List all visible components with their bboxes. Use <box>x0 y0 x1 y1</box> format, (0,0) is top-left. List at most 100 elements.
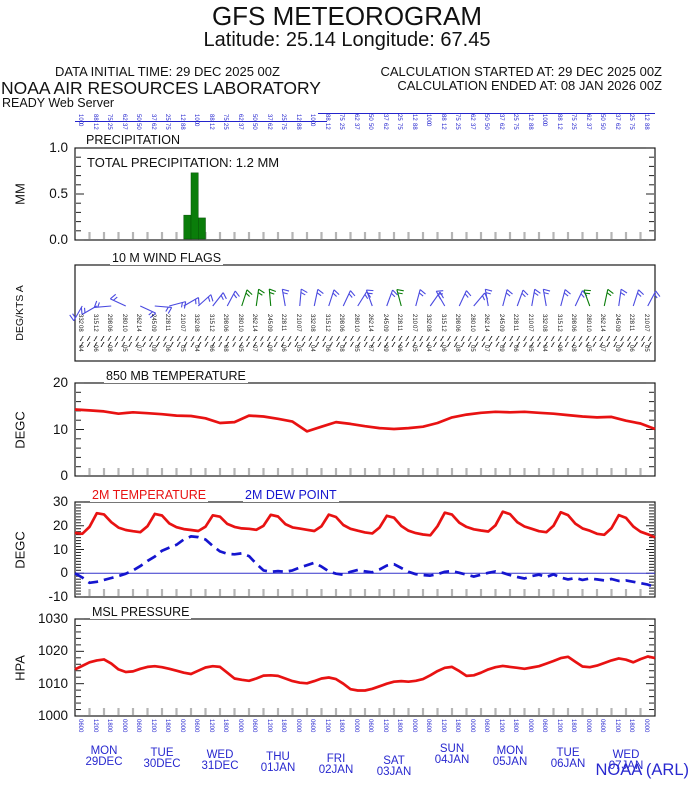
wind-barb <box>583 289 591 307</box>
rotated-timestep-label: 50 <box>367 114 373 121</box>
rotated-timestep-label: 62 <box>352 114 359 121</box>
t850-panel-title: 850 MB TEMPERATURE <box>104 369 248 383</box>
day-date: 06JAN <box>550 758 586 770</box>
rotated-timestep-label: 280 <box>584 314 591 325</box>
rotated-timestep-label: 0 <box>193 123 199 127</box>
rotated-timestep-label: 0600 <box>251 719 257 733</box>
rotated-timestep-label: 298 <box>454 314 460 325</box>
rotated-timestep-label: 1200 <box>265 719 272 733</box>
wind-barb <box>386 289 398 307</box>
rotated-timestep-label: 75 <box>222 114 228 121</box>
rotated-timestep-label: 0000 <box>526 719 533 733</box>
wind-barb <box>281 288 290 307</box>
t850-series-red <box>74 408 656 433</box>
rotated-timestep-label: 08 <box>425 325 431 332</box>
rotated-timestep-label: 12 <box>323 325 330 332</box>
rotated-timestep-label: 1200 <box>439 719 446 733</box>
wind-barb <box>226 290 240 307</box>
rotated-timestep-label: 12 <box>207 123 214 130</box>
rotated-timestep-label: 62 <box>265 123 272 130</box>
rotated-timestep-label: 37 <box>352 123 359 130</box>
rotated-timestep-label: 10 <box>468 325 475 332</box>
rotated-timestep-label: 245 <box>613 314 620 325</box>
rotated-timestep-label: 50 <box>135 114 141 121</box>
rotated-timestep-label: 08 <box>570 345 576 352</box>
rotated-timestep-label: 315 <box>555 314 562 325</box>
t2m-y-tick-label: 30 <box>52 494 68 509</box>
rotated-timestep-label: 0000 <box>642 719 649 733</box>
wind-barb <box>69 305 83 322</box>
rotated-timestep-label: 298 <box>222 314 228 325</box>
rotated-timestep-label: 280 <box>352 314 359 325</box>
rotated-timestep-label: 315 <box>439 314 446 325</box>
rotated-timestep-label: 12 <box>91 123 98 130</box>
rotated-timestep-label: 06 <box>454 325 460 332</box>
wind-barb <box>255 288 265 307</box>
rotated-timestep-label: 1200 <box>497 719 504 733</box>
rotated-timestep-label: 0000 <box>120 719 127 733</box>
rotated-timestep-label: 11 <box>628 325 634 332</box>
day-name: TUE <box>150 747 174 759</box>
rotated-timestep-label: 0600 <box>193 719 199 733</box>
rotated-timestep-label: 10 <box>120 325 127 332</box>
rotated-timestep-label: 62 <box>584 114 591 121</box>
rotated-timestep-label: 1800 <box>512 719 518 733</box>
rotated-timestep-label: 0000 <box>584 719 591 733</box>
wind-barb <box>241 289 253 307</box>
wind-barb <box>313 288 324 307</box>
rotated-timestep-label: 1800 <box>454 719 460 733</box>
wind-barb <box>396 289 404 307</box>
rotated-timestep-label: 1200 <box>555 719 562 733</box>
rotated-timestep-label: 06 <box>106 325 112 332</box>
rotated-timestep-label: 50 <box>367 123 373 130</box>
rotated-timestep-label: 228 <box>512 314 518 325</box>
rotated-timestep-label: 08 <box>454 345 460 352</box>
rotated-timestep-label: 0600 <box>77 719 83 733</box>
rotated-timestep-label: 06 <box>164 345 170 352</box>
rotated-timestep-label: 75 <box>628 123 634 130</box>
rotated-timestep-label: 210 <box>642 314 649 325</box>
rotated-timestep-label: 11 <box>164 325 170 332</box>
rotated-timestep-label: 1800 <box>570 719 576 733</box>
rotated-timestep-label: 06 <box>91 345 98 352</box>
rotated-timestep-label: 06 <box>628 345 634 352</box>
rotated-timestep-label: 245 <box>381 314 388 325</box>
wind-barb <box>502 289 513 307</box>
rotated-timestep-label: 09 <box>149 345 156 352</box>
rotated-timestep-label: 298 <box>570 314 576 325</box>
rotated-timestep-label: 1200 <box>91 719 98 733</box>
rotated-timestep-label: 12 <box>439 325 446 332</box>
wind-barb <box>618 288 628 307</box>
rotated-timestep-label: 07 <box>251 345 257 352</box>
rotated-timestep-label: 09 <box>497 325 504 332</box>
rotated-timestep-label: 10 <box>236 325 243 332</box>
rotated-timestep-label: 245 <box>497 314 504 325</box>
rotated-timestep-label: 07 <box>642 325 649 332</box>
precip-bar <box>183 214 192 240</box>
rotated-timestep-label: 1800 <box>396 719 402 733</box>
rotated-timestep-label: 04 <box>309 345 315 352</box>
t2m-y-tick-label: 20 <box>52 517 68 533</box>
day-name: SUN <box>439 743 465 755</box>
t2m-y-tick-label: -10 <box>48 589 68 604</box>
rotated-timestep-label: 06 <box>555 345 562 352</box>
rotated-timestep-label: 12 <box>439 123 446 130</box>
wind-panel-border <box>74 264 656 362</box>
rotated-timestep-label: 25 <box>396 114 402 121</box>
rotated-timestep-label: 75 <box>512 123 518 130</box>
wind-barb <box>183 297 200 307</box>
rotated-timestep-label: 0 <box>309 123 315 127</box>
day-date: 30DEC <box>143 758 181 770</box>
wind-barb <box>542 288 551 307</box>
rotated-timestep-label: 1200 <box>381 719 388 733</box>
rotated-timestep-label: 332 <box>425 314 431 325</box>
x-axis-day-label: SUN 04JAN <box>423 743 481 766</box>
rotated-timestep-label: 12 <box>207 325 214 332</box>
t2m-series-blue <box>74 535 656 589</box>
wind-barb <box>603 288 614 307</box>
rotated-timestep-label: 0600 <box>309 719 315 733</box>
rotated-timestep-label: 37 <box>120 123 127 130</box>
rotated-timestep-label: 05 <box>584 345 591 352</box>
rotated-timestep-label: 1800 <box>222 719 228 733</box>
rotated-timestep-label: 262 <box>251 314 257 325</box>
